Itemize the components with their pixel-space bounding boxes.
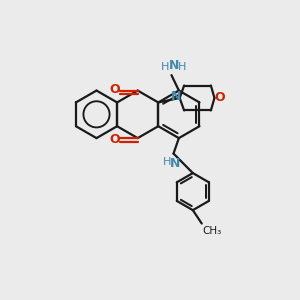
Text: N: N xyxy=(171,90,181,103)
Text: CH₃: CH₃ xyxy=(202,226,222,236)
Text: H: H xyxy=(163,157,171,166)
Text: H: H xyxy=(178,62,186,72)
Text: H: H xyxy=(161,62,170,72)
Text: O: O xyxy=(109,133,120,146)
Text: N: N xyxy=(170,157,181,169)
Text: O: O xyxy=(109,83,120,96)
Text: N: N xyxy=(169,59,179,72)
Text: O: O xyxy=(214,92,225,104)
